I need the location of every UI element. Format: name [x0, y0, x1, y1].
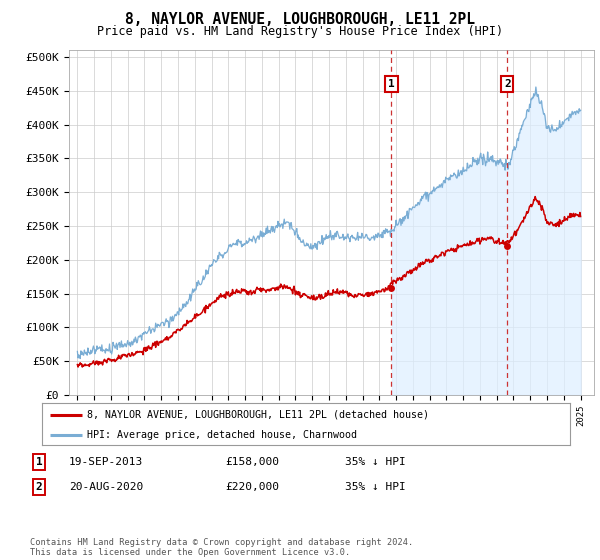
Text: 35% ↓ HPI: 35% ↓ HPI: [345, 457, 406, 467]
Text: 8, NAYLOR AVENUE, LOUGHBOROUGH, LE11 2PL: 8, NAYLOR AVENUE, LOUGHBOROUGH, LE11 2PL: [125, 12, 475, 27]
Text: Contains HM Land Registry data © Crown copyright and database right 2024.
This d: Contains HM Land Registry data © Crown c…: [30, 538, 413, 557]
Text: 35% ↓ HPI: 35% ↓ HPI: [345, 482, 406, 492]
Text: £220,000: £220,000: [225, 482, 279, 492]
Text: 2: 2: [35, 482, 43, 492]
Text: £158,000: £158,000: [225, 457, 279, 467]
Text: 1: 1: [35, 457, 43, 467]
Text: 1: 1: [388, 79, 395, 89]
Text: 2: 2: [504, 79, 511, 89]
Text: 20-AUG-2020: 20-AUG-2020: [69, 482, 143, 492]
Text: 8, NAYLOR AVENUE, LOUGHBOROUGH, LE11 2PL (detached house): 8, NAYLOR AVENUE, LOUGHBOROUGH, LE11 2PL…: [87, 410, 429, 420]
Text: 19-SEP-2013: 19-SEP-2013: [69, 457, 143, 467]
Text: HPI: Average price, detached house, Charnwood: HPI: Average price, detached house, Char…: [87, 430, 357, 440]
Text: Price paid vs. HM Land Registry's House Price Index (HPI): Price paid vs. HM Land Registry's House …: [97, 25, 503, 38]
